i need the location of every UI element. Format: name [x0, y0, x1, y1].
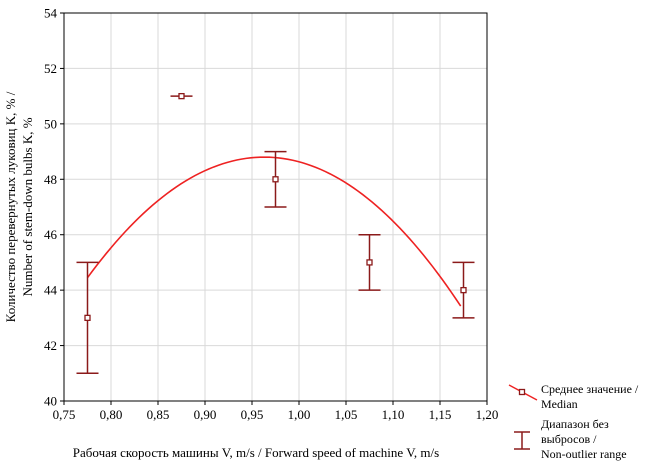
plot-frame	[63, 12, 488, 402]
median-markers	[84, 92, 467, 322]
y-tick-label: 50	[44, 116, 57, 131]
median-marker	[366, 259, 373, 266]
x-tick-label: 1,05	[335, 407, 358, 422]
y-ticks: 40 42 44 46 48 50 52 54	[44, 6, 64, 409]
legend-errorbar-icon	[514, 431, 530, 450]
y-tick-label: 54	[44, 6, 58, 21]
median-marker	[178, 92, 185, 100]
y-tick-label: 44	[44, 283, 58, 298]
median-marker	[460, 286, 467, 294]
legend-median: Среднее значение / Median	[508, 382, 639, 411]
x-tick-label: 0,75	[53, 407, 76, 422]
x-axis-label: Рабочая скорость машины V, m/s / Forward…	[73, 445, 439, 460]
x-tick-label: 0,95	[241, 407, 264, 422]
legend-range-label-2: выбросов /	[541, 432, 597, 446]
legend-range-label-1: Диапазон без	[541, 417, 609, 431]
legend-median-label-1: Среднее значение /	[541, 382, 639, 396]
y-axis-label-line1: Количество перевернутых луковиц K, % /	[3, 91, 18, 322]
y-tick-label: 40	[44, 394, 57, 409]
fit-curve	[86, 156, 462, 307]
x-tick-label: 1,15	[429, 407, 452, 422]
y-tick-label: 52	[44, 61, 57, 76]
x-tick-label: 0,90	[194, 407, 217, 422]
legend-median-label-2: Median	[541, 397, 578, 411]
x-tick-label: 1,10	[382, 407, 405, 422]
grid	[64, 13, 487, 401]
y-tick-label: 46	[44, 227, 58, 242]
x-tick-label: 1,00	[288, 407, 311, 422]
x-tick-label: 1,20	[476, 407, 499, 422]
y-tick-label: 48	[44, 172, 57, 187]
x-tick-label: 0,80	[100, 407, 123, 422]
y-axis-label-line2: Number of stem-down bulbs K, %	[20, 117, 35, 296]
legend-range-label-3: Non-outlier range	[541, 447, 627, 461]
y-tick-label: 42	[44, 338, 57, 353]
median-marker	[84, 314, 91, 322]
legend-median-marker-icon	[518, 388, 526, 396]
median-marker	[272, 176, 279, 183]
legend: Среднее значение / Median Диапазон без в…	[508, 382, 639, 461]
legend-range: Диапазон без выбросов / Non-outlier rang…	[514, 417, 627, 461]
x-tick-label: 0,85	[147, 407, 170, 422]
x-ticks: 0,75 0,80 0,85 0,90 0,95 1,00 1,05 1,10 1,15 1,20	[53, 401, 499, 422]
